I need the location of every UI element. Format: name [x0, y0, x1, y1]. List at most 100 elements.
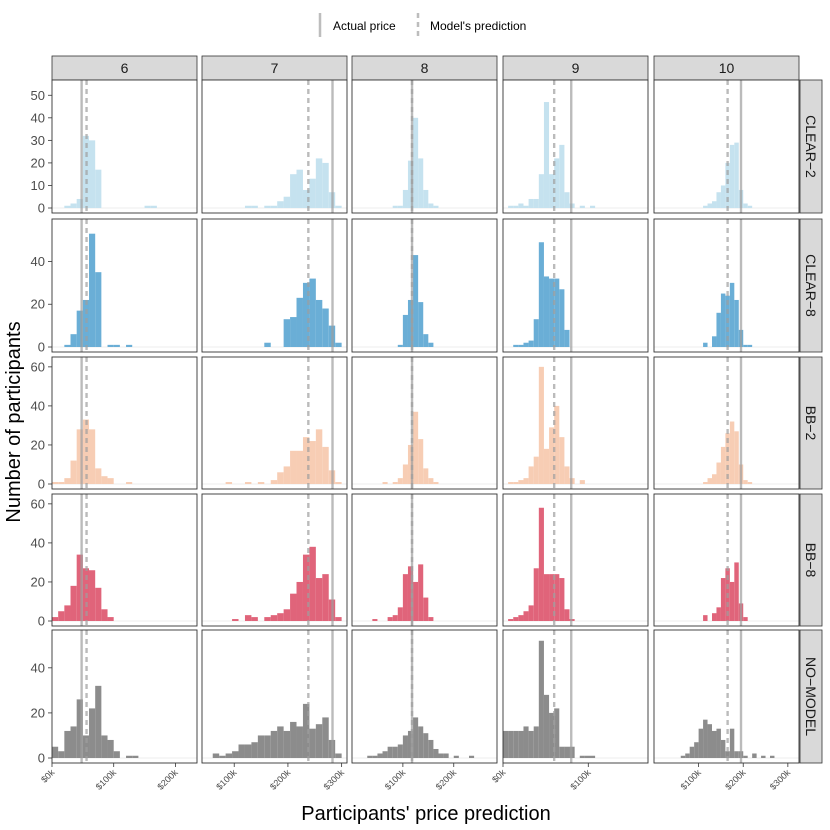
- histogram-bar: [747, 205, 753, 208]
- histogram-bar: [712, 336, 717, 347]
- histogram-bar: [554, 158, 560, 208]
- y-tick-label: 20: [31, 705, 45, 720]
- histogram-bar: [270, 730, 278, 758]
- histogram-bar: [225, 482, 233, 484]
- histogram-bar: [89, 429, 96, 484]
- histogram-bar: [335, 617, 342, 621]
- histogram-bar: [76, 310, 83, 347]
- histogram-bar: [716, 312, 721, 347]
- panel-bb-2-9: [502, 356, 649, 490]
- histogram-bar: [82, 735, 90, 758]
- histogram-bar: [82, 299, 90, 347]
- histogram-bar: [418, 564, 424, 621]
- histogram-bar: [277, 613, 284, 621]
- panel-border: [201, 493, 348, 627]
- histogram-bar: [423, 733, 429, 758]
- histogram-bar: [549, 278, 555, 347]
- histogram-bar: [543, 694, 550, 758]
- histogram-bar: [743, 755, 748, 758]
- histogram-bar: [413, 717, 419, 758]
- histogram-bar: [720, 185, 726, 208]
- legend-model-label: Model's prediction: [430, 19, 526, 33]
- histogram-bar: [95, 169, 102, 208]
- column-strip-label-6: 6: [121, 60, 129, 76]
- histogram-bar: [433, 482, 439, 484]
- histogram-bar: [549, 712, 555, 758]
- histogram-bar: [743, 480, 748, 484]
- row-strip-bb-2: [799, 356, 823, 490]
- histogram-bar: [413, 255, 419, 347]
- histogram-bar: [729, 728, 735, 758]
- panel-clear-2-9: [502, 79, 649, 214]
- histogram-bar: [283, 196, 291, 208]
- row-strip-label-bb-8: BB−8: [803, 543, 819, 578]
- histogram-bar: [251, 205, 258, 208]
- histogram-bar: [70, 585, 77, 621]
- histogram-bar: [335, 205, 342, 208]
- column-strip-8: [351, 55, 498, 81]
- histogram-bar: [707, 478, 712, 484]
- histogram-bar: [433, 748, 439, 758]
- histogram-bar: [315, 724, 323, 758]
- histogram-bar: [387, 617, 393, 621]
- histogram-bar: [564, 746, 570, 758]
- histogram-bar: [397, 744, 403, 758]
- histogram-bar: [283, 609, 291, 621]
- histogram-bar: [533, 726, 539, 758]
- histogram-bar: [64, 478, 71, 484]
- histogram-bar: [418, 439, 424, 484]
- histogram-bar: [58, 611, 65, 621]
- panel-bb-8-6: [51, 493, 198, 627]
- histogram-bar: [335, 753, 342, 758]
- histogram-bar: [418, 726, 424, 758]
- histogram-bar: [680, 755, 686, 758]
- histogram-bar: [698, 728, 704, 758]
- histogram-bar: [113, 751, 120, 758]
- column-strip-label-7: 7: [271, 60, 279, 76]
- panel-border: [51, 218, 198, 353]
- histogram-bar: [513, 617, 519, 621]
- y-tick-label: 20: [31, 437, 45, 452]
- histogram-bar: [290, 721, 297, 758]
- panel-clear-8-6: [51, 218, 198, 353]
- histogram-bar: [70, 460, 77, 484]
- histogram-bar: [107, 478, 114, 484]
- histogram-bar: [76, 429, 83, 484]
- histogram-bar: [559, 437, 565, 484]
- histogram-bar: [322, 574, 329, 621]
- histogram-bar: [392, 615, 398, 621]
- histogram-bar: [413, 411, 419, 484]
- histogram-bar: [126, 344, 133, 347]
- histogram-bar: [322, 446, 329, 484]
- row-strip-label-bb-2: BB−2: [803, 406, 819, 441]
- y-tick-label: 0: [38, 614, 45, 629]
- histogram-bar: [407, 730, 414, 758]
- histogram-bar: [469, 755, 475, 758]
- histogram-bar: [257, 735, 265, 758]
- column-strip-label-9: 9: [572, 60, 580, 76]
- histogram-bar: [438, 753, 444, 758]
- histogram-bar: [302, 437, 310, 484]
- y-axis-title: Number of participants: [3, 321, 25, 522]
- histogram-bar: [734, 142, 739, 208]
- row-strip-clear-8: [799, 218, 823, 353]
- histogram-bar: [397, 607, 403, 621]
- histogram-bar: [720, 578, 726, 621]
- histogram-bar: [402, 735, 408, 758]
- histogram-bar: [107, 617, 114, 621]
- histogram-bar: [712, 613, 717, 621]
- panel-border: [201, 79, 348, 214]
- histogram-bar: [382, 751, 388, 758]
- histogram-bar: [95, 272, 102, 347]
- histogram-bar: [734, 299, 739, 347]
- column-strip-7: [201, 55, 348, 81]
- histogram-bar: [528, 198, 534, 208]
- histogram-bar: [712, 201, 717, 208]
- histogram-bar: [423, 189, 429, 208]
- panel-clear-2-10: [653, 79, 800, 214]
- histogram-bar: [584, 755, 590, 758]
- x-tick-label: $200k: [268, 767, 293, 792]
- histogram-bar: [264, 342, 271, 347]
- histogram-bar: [747, 344, 753, 347]
- histogram-bar: [392, 205, 398, 208]
